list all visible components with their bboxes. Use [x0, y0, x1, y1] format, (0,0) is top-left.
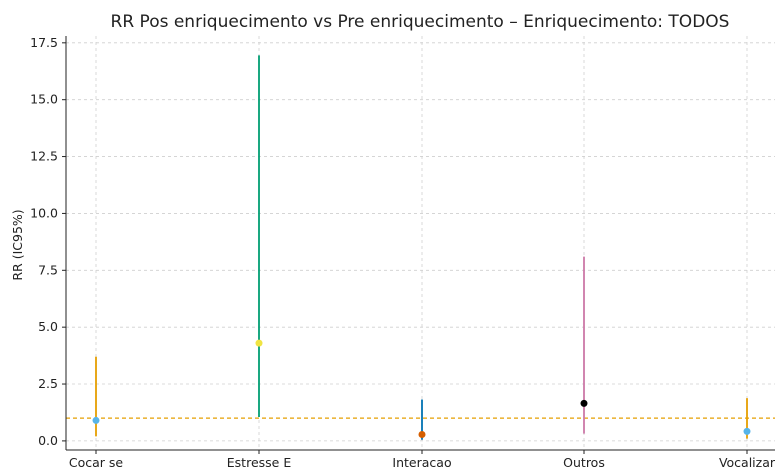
x-tick-label: Interacao [392, 455, 451, 467]
grid-layer [66, 36, 775, 450]
y-tick-label: 7.5 [38, 262, 58, 277]
x-tick-label: Vocalizar [719, 455, 776, 467]
y-tick-label: 15.0 [30, 92, 58, 107]
point-layer [92, 339, 751, 439]
rr-point [743, 427, 751, 435]
y-tick-label: 2.5 [38, 376, 58, 391]
rr-point [580, 399, 588, 407]
rr-point [255, 339, 263, 347]
confidence-interval-layer [95, 55, 748, 440]
y-tick-label: 12.5 [30, 149, 58, 164]
x-tick-label: Estresse E [227, 455, 292, 467]
rr-point [92, 416, 100, 424]
x-tick-label: Outros [563, 455, 605, 467]
y-tick-label: 10.0 [30, 205, 58, 220]
y-tick-label: 5.0 [38, 319, 58, 334]
y-tick-label: 17.5 [30, 35, 58, 50]
chart-title: RR Pos enriquecimento vs Pre enriquecime… [111, 12, 730, 32]
y-axis-label: RR (IC95%) [10, 209, 25, 280]
axis-layer: 0.0 2.5 5.0 7.5 10.0 12.5 15.0 17.5 Cocar se Estr… [30, 35, 776, 467]
rr-point [418, 431, 426, 439]
y-tick-label: 0.0 [38, 433, 58, 448]
x-tick-label: Cocar se [69, 455, 124, 467]
